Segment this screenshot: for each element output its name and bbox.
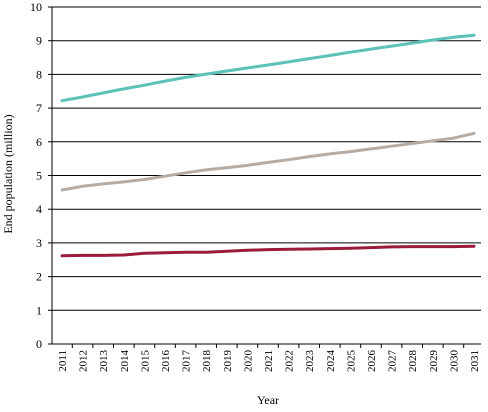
x-axis-title: Year — [257, 393, 279, 407]
x-tick-label: 2031 — [469, 350, 481, 372]
series-line-3 — [60, 244, 476, 258]
x-tick-label: 2017 — [181, 350, 193, 373]
x-tick-label: 2014 — [119, 350, 131, 373]
x-tick-label: 2011 — [57, 350, 69, 372]
x-tick-label: 2022 — [284, 350, 296, 372]
y-tick-labels: 0 1 2 3 4 5 6 7 8 9 10 — [30, 0, 42, 351]
x-tick-label: 2021 — [263, 350, 275, 372]
x-tick-label: 2023 — [304, 350, 316, 373]
y-tick-label: 5 — [36, 169, 42, 183]
y-tick-label: 1 — [36, 303, 42, 317]
x-tick-label: 2012 — [78, 350, 90, 372]
y-axis-title: End population (million) — [1, 114, 15, 233]
x-tick-label: 2015 — [139, 350, 151, 373]
gridlines — [52, 6, 481, 311]
y-tick-label: 3 — [36, 236, 42, 250]
y-tick-label: 8 — [36, 67, 42, 81]
y-tick-label: 4 — [36, 202, 42, 216]
series-line-2 — [60, 131, 476, 192]
x-tick-label: 2020 — [242, 350, 254, 373]
y-tick-label: 6 — [36, 135, 42, 149]
x-tick-label: 2018 — [201, 350, 213, 373]
series-lines — [60, 33, 476, 258]
x-tick-label: 2025 — [345, 350, 357, 373]
x-tick-label: 2029 — [428, 350, 440, 373]
x-tick-labels: 2011 2012 2013 2014 2015 2016 2017 2018 2019 2020… — [57, 350, 481, 373]
x-tick-label: 2028 — [407, 350, 419, 373]
x-tick-label: 2013 — [98, 350, 110, 373]
x-tick-label: 2019 — [222, 350, 234, 373]
x-tick-label: 2026 — [366, 350, 378, 373]
x-tick-label: 2016 — [160, 350, 172, 373]
series-line-1 — [60, 33, 476, 103]
axes — [48, 6, 481, 348]
y-tick-label: 7 — [36, 101, 42, 115]
y-tick-label: 10 — [30, 0, 42, 14]
y-tick-label: 9 — [36, 34, 42, 48]
x-tick-label: 2027 — [387, 350, 399, 373]
x-tick-label: 2024 — [325, 350, 337, 373]
x-tick-label: 2030 — [448, 350, 460, 373]
y-tick-label: 0 — [36, 337, 42, 351]
y-tick-label: 2 — [36, 270, 42, 284]
